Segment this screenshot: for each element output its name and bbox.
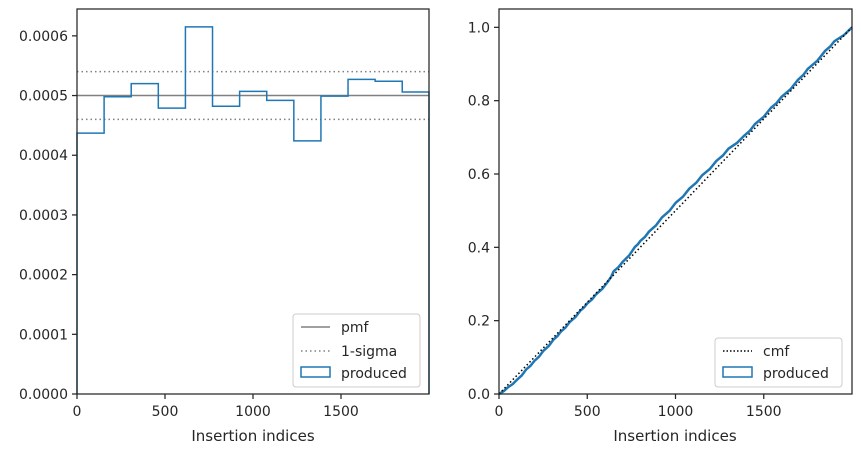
legend-produced-cumulative-label: produced (763, 366, 829, 382)
left-histogram-steps (76, 26, 430, 394)
left-y-tick-label: 0.0005 (19, 89, 68, 105)
legend-1-sigma-label: 1-sigma (341, 344, 397, 360)
produced-bar (158, 108, 185, 394)
left-y-ticks: 0.0000 0.0001 0.0002 0.0003 0.0004 0.0005 0.00… (19, 29, 77, 403)
right-chart: 0 500 1000 1500 0.0 0.2 0.4 0.6 0.8 1.0 Insertio… (468, 8, 853, 445)
left-y-tick-label: 0.0002 (19, 268, 68, 284)
legend-cmf-label: cmf (763, 344, 790, 360)
right-y-tick-label: 0.6 (468, 167, 490, 183)
right-x-tick-label: 1500 (746, 404, 782, 420)
produced-bar (267, 100, 294, 394)
right-legend: cmf produced (714, 337, 843, 388)
left-y-tick-label: 0.0006 (19, 29, 68, 45)
right-y-ticks: 0.0 0.2 0.4 0.6 0.8 1.0 (468, 20, 499, 403)
left-reference-lines (77, 70, 429, 121)
left-x-tick-label: 500 (152, 404, 179, 420)
left-legend-frame (292, 313, 421, 388)
right-x-tick-label: 500 (574, 404, 601, 420)
right-y-tick-label: 0.0 (468, 387, 490, 403)
left-legend: pmf 1-sigma produced (292, 313, 421, 388)
right-x-tick-label: 0 (495, 404, 504, 420)
right-series (498, 26, 853, 396)
produced-histogram-outline (76, 26, 430, 394)
left-x-tick-label: 1500 (323, 404, 359, 420)
left-x-tick-label: 0 (73, 404, 82, 420)
produced-bar (77, 133, 104, 394)
left-y-tick-label: 0.0004 (19, 148, 68, 164)
legend-produced-cumulative-swatch (722, 366, 753, 378)
right-x-axis-label: Insertion indices (613, 427, 736, 445)
produced-bar (131, 84, 158, 394)
right-y-tick-label: 0.2 (468, 314, 490, 330)
produced-bar (104, 97, 131, 394)
right-legend-frame (714, 337, 843, 388)
left-x-ticks: 0 500 1000 1500 (73, 394, 359, 420)
cmf-line (498, 26, 853, 395)
left-x-tick-label: 1000 (235, 404, 271, 420)
left-y-tick-label: 0.0003 (19, 208, 68, 224)
produced-bar (240, 91, 267, 394)
produced-bar (213, 106, 240, 394)
left-y-tick-label: 0.0001 (19, 327, 68, 343)
right-y-tick-label: 1.0 (468, 20, 490, 36)
left-y-tick-label: 0.0000 (19, 387, 68, 403)
right-y-tick-label: 0.8 (468, 94, 490, 110)
produced-bar (185, 27, 212, 394)
left-chart: 0 500 1000 1500 0.00000.00010.00020.00030.0… (19, 8, 430, 445)
right-y-tick-label: 0.4 (468, 240, 490, 256)
legend-produced-swatch (300, 366, 331, 378)
right-x-tick-label: 1000 (658, 404, 694, 420)
left-x-axis-label: Insertion indices (191, 427, 314, 445)
right-x-ticks: 0 500 1000 1500 (495, 394, 782, 420)
legend-pmf-label: pmf (341, 320, 370, 336)
legend-produced-label: produced (341, 366, 407, 382)
produced-cumulative-line (498, 26, 853, 396)
